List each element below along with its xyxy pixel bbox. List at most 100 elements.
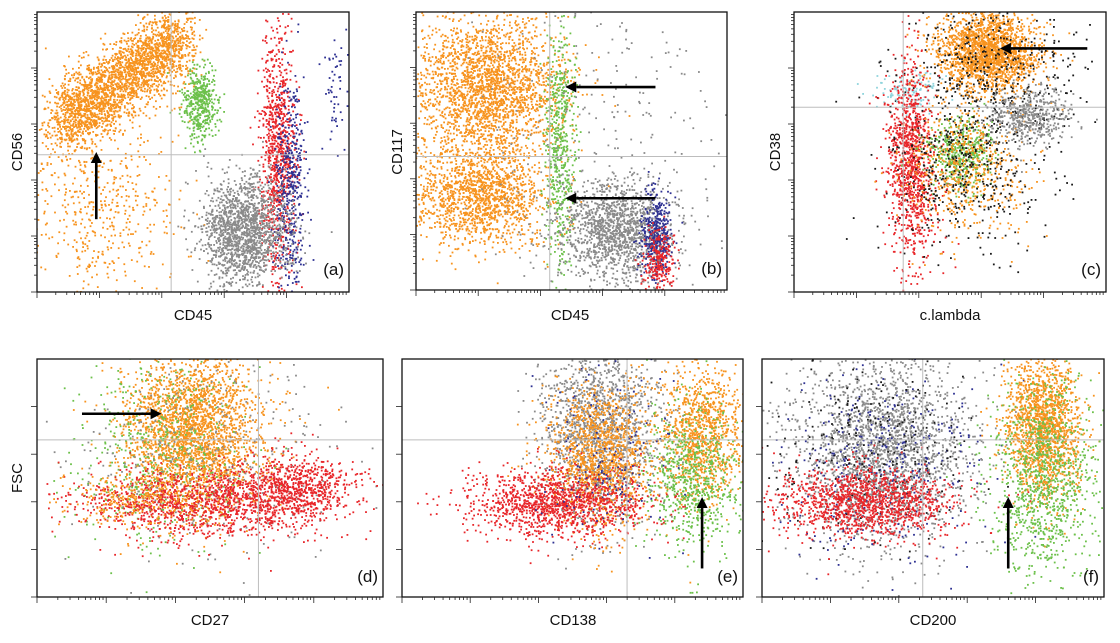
data-point — [294, 241, 297, 244]
data-point — [143, 28, 146, 31]
data-point — [193, 122, 196, 125]
data-point — [55, 96, 58, 99]
data-point — [212, 114, 214, 116]
data-point — [85, 103, 87, 106]
data-point — [54, 134, 57, 137]
data-point — [84, 108, 87, 111]
data-point — [182, 65, 184, 67]
data-point — [274, 102, 277, 105]
data-point — [278, 66, 281, 69]
data-point — [274, 197, 277, 200]
data-point — [103, 89, 106, 92]
data-point — [262, 124, 265, 127]
data-point — [260, 269, 263, 272]
data-point — [71, 129, 74, 132]
data-point — [131, 121, 134, 124]
data-point — [137, 47, 140, 49]
data-point — [165, 17, 167, 19]
data-point — [161, 36, 164, 39]
data-point — [279, 163, 282, 166]
data-point — [144, 82, 147, 85]
data-point — [206, 122, 209, 124]
data-point — [168, 203, 171, 206]
data-point — [10, 254, 12, 256]
data-point — [107, 76, 110, 79]
data-point — [162, 220, 165, 223]
data-point — [83, 191, 85, 193]
data-point — [270, 252, 273, 255]
data-point — [182, 82, 185, 85]
data-point — [153, 83, 156, 85]
data-point — [150, 72, 153, 74]
data-point — [191, 26, 193, 29]
data-point — [141, 77, 144, 80]
data-point — [112, 116, 115, 118]
data-point — [64, 128, 66, 130]
data-point — [63, 118, 65, 121]
data-point — [175, 43, 178, 46]
data-point — [107, 99, 110, 101]
data-point — [131, 31, 134, 34]
data-point — [178, 56, 181, 59]
data-point — [191, 33, 194, 35]
data-point — [271, 58, 274, 61]
data-point — [196, 119, 199, 122]
data-point — [202, 111, 205, 114]
data-point — [290, 98, 293, 101]
data-point — [202, 119, 205, 122]
data-point — [27, 218, 29, 220]
data-point — [103, 120, 106, 123]
data-point — [177, 33, 179, 36]
data-point — [171, 63, 174, 66]
data-point — [72, 67, 74, 70]
data-point — [298, 261, 301, 263]
data-point — [57, 131, 60, 133]
data-point — [206, 102, 208, 105]
data-point — [83, 78, 85, 81]
data-point — [57, 92, 59, 95]
data-point — [89, 121, 92, 123]
data-point — [175, 71, 177, 74]
data-point — [289, 180, 291, 183]
data-point — [130, 158, 133, 161]
data-point — [120, 39, 123, 42]
data-point — [134, 82, 137, 84]
data-point — [211, 108, 214, 111]
data-point — [282, 228, 284, 230]
data-point — [69, 126, 72, 129]
data-point — [91, 222, 93, 224]
data-point — [90, 214, 93, 217]
data-point — [82, 91, 85, 94]
data-point — [131, 70, 134, 73]
data-point — [115, 62, 118, 65]
data-point — [74, 79, 76, 82]
data-point — [139, 47, 142, 50]
data-point — [303, 150, 306, 153]
data-point — [189, 26, 192, 29]
data-point — [85, 87, 88, 90]
data-point — [161, 263, 164, 266]
data-point — [132, 76, 135, 78]
data-point — [128, 51, 131, 53]
data-point — [60, 104, 62, 107]
data-point — [288, 323, 290, 325]
data-point — [267, 160, 270, 162]
data-point — [140, 71, 143, 74]
data-point — [270, 145, 272, 148]
data-point — [66, 158, 68, 161]
data-point — [294, 312, 296, 314]
data-point — [296, 177, 299, 180]
data-point — [151, 65, 154, 67]
data-point — [100, 107, 103, 110]
data-point — [205, 248, 208, 250]
data-point — [277, 49, 280, 51]
data-point — [82, 132, 84, 135]
data-point — [202, 120, 204, 123]
data-point — [267, 290, 270, 292]
data-point — [109, 217, 111, 220]
data-point — [81, 192, 83, 195]
data-point — [176, 5, 178, 7]
data-point — [117, 193, 119, 196]
data-point — [271, 121, 274, 123]
data-point — [199, 86, 202, 89]
